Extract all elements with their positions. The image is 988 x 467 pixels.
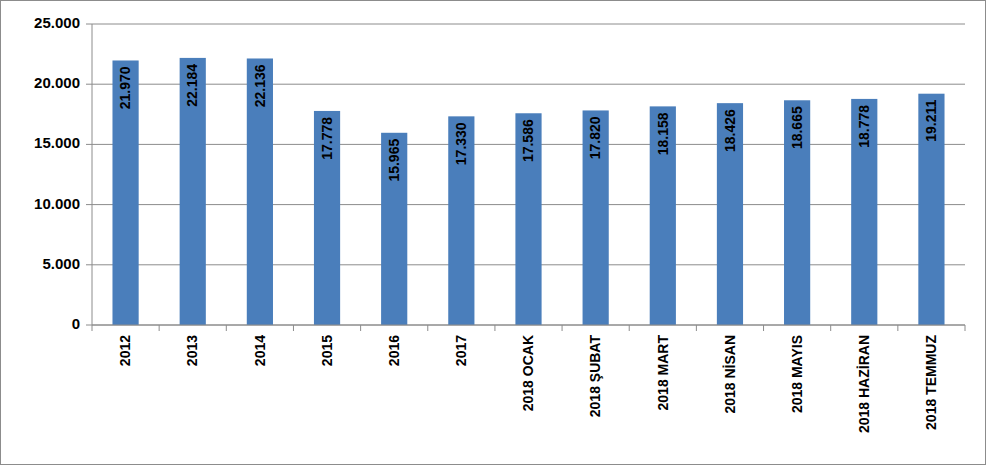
data-label: 18.158 [655,112,671,155]
bar [314,111,340,325]
grid-line [92,325,965,326]
x-tick [897,325,898,331]
data-label: 17.820 [587,116,603,159]
data-label: 17.778 [319,117,335,160]
data-label: 17.330 [453,122,469,165]
tick-mark [86,264,92,265]
tick-label: 0 [72,315,80,332]
tick-mark [86,144,92,145]
x-tick [226,325,227,331]
category-label: 2012 [117,335,133,366]
bars [112,58,944,325]
x-axis-line [92,325,965,326]
labels: 21.970 22.184 22.136 17.778 15.965 17.330 17.5… [117,64,939,182]
data-label: 18.665 [789,106,805,149]
data-label: 22.184 [184,64,200,107]
x-tick [92,325,93,331]
tick-label: 5.000 [42,255,80,272]
x-tick [427,325,428,331]
x-tick [562,325,563,331]
bar [784,100,810,325]
data-label: 15.965 [386,139,402,182]
category-label: 2018 HAZİRAN [856,335,872,433]
bar [381,133,407,325]
x-axis: 2012 2013 2014 2015 2016 2017 2018 OCAK 2018 ŞU… [92,325,965,433]
tick-label: 15.000 [34,134,80,151]
chart-frame [1,1,986,465]
tick-mark [86,24,92,25]
category-label: 2017 [453,335,469,366]
data-label: 19.211 [923,100,939,142]
bar [851,99,877,325]
bar [247,58,273,325]
x-tick [629,325,630,331]
bar [448,116,474,325]
category-label: 2018 NİSAN [722,335,738,414]
tick-mark [86,84,92,85]
data-label: 18.778 [856,105,872,148]
y-axis-line [92,24,93,325]
tick-label: 25.000 [34,14,80,31]
category-label: 2014 [252,335,268,366]
grid [92,24,965,325]
grid-line [92,84,965,85]
x-tick [763,325,764,331]
bar [918,94,944,325]
bar [583,110,609,325]
category-label: 2013 [184,335,200,366]
category-label: 2018 TEMMUZ [923,335,939,430]
data-label: 17.586 [520,119,536,162]
x-tick [494,325,495,331]
bar [180,58,206,325]
x-tick [360,325,361,331]
data-label: 18.426 [722,109,738,152]
category-label: 2015 [319,335,335,366]
data-label: 21.970 [117,66,133,109]
tick-label: 10.000 [34,195,80,212]
x-tick [830,325,831,331]
category-label: 2018 MART [655,335,671,411]
tick-mark [86,204,92,205]
x-tick [696,325,697,331]
chart: 0 5.000 10.000 15.000 20.000 25.000 21.970 22.1… [0,0,988,467]
grid-line [92,24,965,25]
category-label: 2018 MAYIS [789,335,805,413]
bar [717,103,743,325]
bar [650,106,676,325]
category-label: 2018 ŞUBAT [587,335,603,418]
x-tick [159,325,160,331]
x-tick [293,325,294,331]
data-label: 22.136 [252,64,268,107]
tick-label: 20.000 [34,74,80,91]
x-tick [965,325,966,331]
tick-mark [86,325,92,326]
bar [112,60,138,325]
bar [515,113,541,325]
category-label: 2018 OCAK [520,335,536,411]
category-label: 2016 [386,335,402,366]
y-axis: 0 5.000 10.000 15.000 20.000 25.000 [34,14,92,332]
